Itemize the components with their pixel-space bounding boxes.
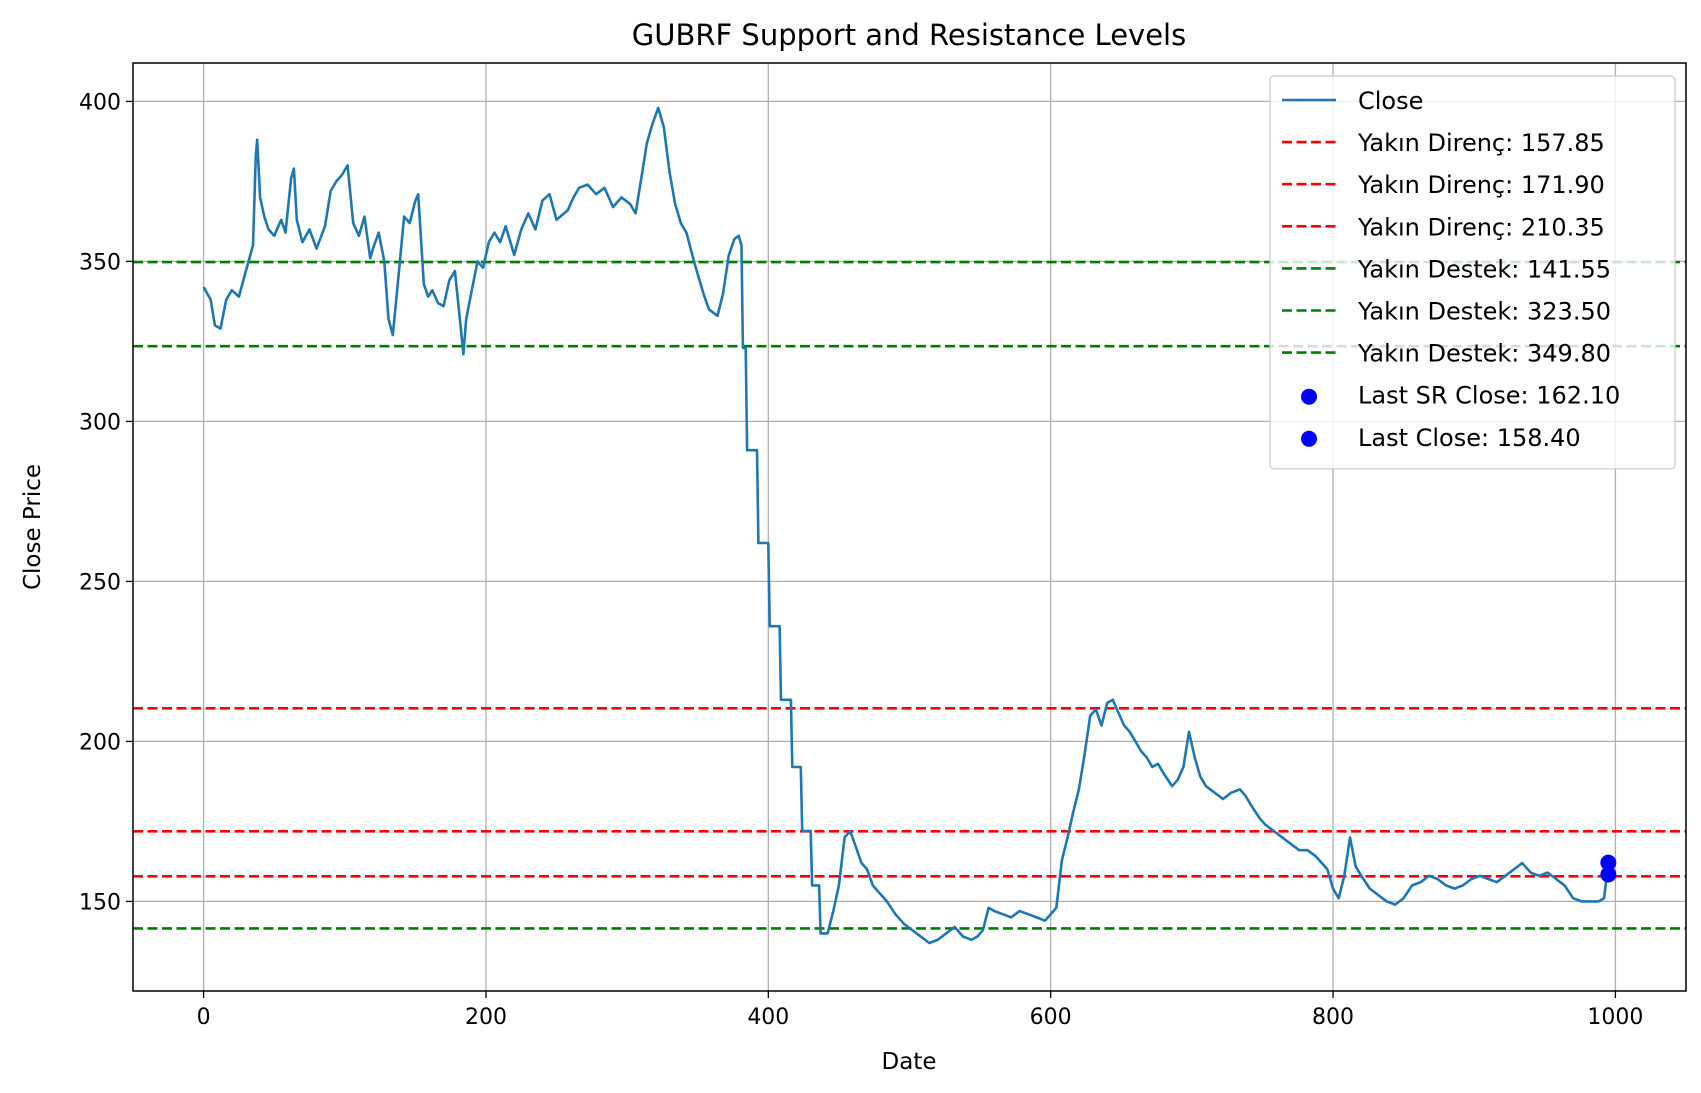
- markers: [1600, 854, 1617, 883]
- series-line-close: [202, 106, 1610, 945]
- y-tick-label-1: 200: [79, 730, 121, 755]
- y-tick-label-2: 250: [79, 570, 121, 595]
- legend-entry-2: Yakın Direnç: 171.90: [1357, 171, 1605, 199]
- y-tick-label-3: 300: [79, 410, 121, 435]
- legend-entry-4: Yakın Destek: 141.55: [1357, 255, 1611, 283]
- y-axis-label: Close Price: [20, 464, 46, 590]
- ticks: 0 200 400 600 800 1000 150 200 250 300 350 400: [79, 90, 1643, 1030]
- y-tick-label-0: 150: [79, 890, 121, 915]
- legend-entry-1: Yakın Direnç: 157.85: [1357, 129, 1605, 157]
- legend-entry-6: Yakın Destek: 349.80: [1357, 340, 1611, 368]
- x-tick-label-1: 200: [465, 1005, 507, 1030]
- y-tick-label-5: 400: [79, 90, 121, 115]
- chart-title: GUBRF Support and Resistance Levels: [632, 18, 1186, 52]
- legend-entry-8: Last Close: 158.40: [1358, 424, 1581, 452]
- legend-entry-7: Last SR Close: 162.10: [1358, 382, 1620, 410]
- marker-point-1: [1600, 866, 1617, 883]
- legend-swatch-7: [1301, 388, 1317, 405]
- legend: Close Yakın Direnç: 157.85 Yakın Direnç: 1…: [1269, 75, 1676, 470]
- x-tick-label-2: 400: [747, 1005, 789, 1030]
- x-tick-label-3: 600: [1030, 1005, 1072, 1030]
- y-tick-label-4: 350: [79, 250, 121, 275]
- x-axis-label: Date: [882, 1049, 937, 1075]
- x-tick-label-0: 0: [197, 1005, 211, 1030]
- plot-frame: [132, 62, 1687, 992]
- legend-box: [1269, 75, 1676, 470]
- marker-point-0: [1600, 854, 1617, 871]
- legend-swatch-8: [1301, 430, 1317, 447]
- x-tick-label-4: 800: [1312, 1005, 1354, 1030]
- series: [202, 106, 1610, 945]
- x-tick-label-5: 1000: [1587, 1005, 1643, 1030]
- legend-entry-5: Yakın Destek: 323.50: [1357, 298, 1611, 326]
- legend-entry-3: Yakın Direnç: 210.35: [1357, 213, 1605, 241]
- legend-entry-0: Close: [1358, 87, 1423, 115]
